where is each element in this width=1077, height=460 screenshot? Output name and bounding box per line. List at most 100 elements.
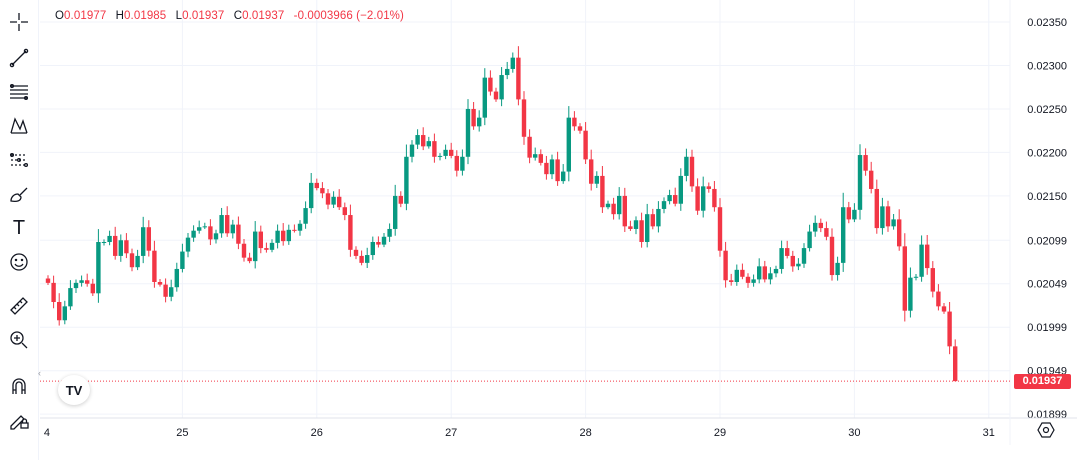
candle-down xyxy=(258,231,263,249)
candle-up xyxy=(96,242,101,294)
change-value: -0.0003966 (−2.01%) xyxy=(293,10,404,22)
candle-down xyxy=(527,136,532,158)
low-value: 0.01937 xyxy=(182,10,225,22)
y-tick-label: 0.02250 xyxy=(1027,104,1067,116)
candle-down xyxy=(947,311,952,347)
text-tool[interactable]: T xyxy=(5,214,33,242)
low-label: L xyxy=(175,10,183,22)
candle-down xyxy=(572,117,577,127)
candle-down xyxy=(163,284,168,297)
candle-up xyxy=(734,269,739,283)
candle-down xyxy=(863,155,868,171)
settings-icon[interactable] xyxy=(1037,421,1055,439)
candle-up xyxy=(852,209,857,220)
x-tick-label: 27 xyxy=(445,427,457,439)
candle-up xyxy=(510,57,515,69)
y-tick-label: 0.02150 xyxy=(1027,191,1067,203)
candle-up xyxy=(499,75,504,100)
candle-down xyxy=(673,195,678,204)
candle-down xyxy=(740,269,745,277)
candle-up xyxy=(118,240,123,256)
y-tick-label: 0.01899 xyxy=(1027,409,1067,421)
candle-down xyxy=(124,240,129,254)
candle-down xyxy=(790,255,795,267)
y-tick-label: 0.02300 xyxy=(1027,60,1067,72)
candle-down xyxy=(846,207,851,220)
candle-up xyxy=(303,208,308,224)
brush-tool[interactable] xyxy=(5,180,33,208)
fib-retracement-tool[interactable] xyxy=(5,78,33,106)
candle-up xyxy=(684,156,689,176)
emoji-tool[interactable] xyxy=(5,248,33,276)
candle-up xyxy=(370,242,375,256)
candle-down xyxy=(925,244,930,269)
candle-up xyxy=(79,280,84,283)
candle-down xyxy=(818,222,823,229)
candle-up xyxy=(387,228,392,237)
candle-up xyxy=(409,144,415,157)
candle-up xyxy=(286,229,291,242)
candle-up xyxy=(801,248,807,264)
candle-up xyxy=(751,279,756,283)
pattern-tool[interactable] xyxy=(5,112,33,140)
candle-down xyxy=(712,188,717,208)
candle-down xyxy=(292,229,297,231)
candle-up xyxy=(197,227,202,231)
candle-down xyxy=(600,175,605,208)
candle-down xyxy=(953,346,958,382)
candle-down xyxy=(337,196,342,208)
candle-down xyxy=(650,214,655,227)
candle-up xyxy=(443,149,448,156)
trend-line-tool[interactable] xyxy=(5,44,33,72)
x-tick-label: 4 xyxy=(44,427,50,439)
candle-up xyxy=(779,248,784,269)
x-tick-label: 25 xyxy=(176,427,188,439)
candle-down xyxy=(941,306,947,312)
ruler-tool[interactable] xyxy=(5,292,33,320)
candle-down xyxy=(762,266,767,280)
candle-down xyxy=(577,126,583,131)
magnet-tool[interactable] xyxy=(5,372,33,400)
candle-up xyxy=(919,244,924,277)
candle-down xyxy=(247,257,252,262)
candle-down xyxy=(325,193,331,205)
candle-down xyxy=(516,57,521,100)
trend-line-icon xyxy=(9,48,29,68)
candle-up xyxy=(62,306,67,321)
candle-up xyxy=(661,201,667,209)
candle-up xyxy=(68,288,73,307)
close-label: C xyxy=(233,10,243,22)
candle-down xyxy=(398,195,403,204)
collapse-toolbar-button[interactable]: ‹ xyxy=(38,368,41,378)
candle-down xyxy=(376,242,381,245)
candle-down xyxy=(874,188,879,229)
candle-up xyxy=(656,208,661,227)
crosshair-tool[interactable] xyxy=(5,8,33,36)
candle-down xyxy=(628,226,633,229)
candle-down xyxy=(589,159,594,184)
candle-down xyxy=(314,182,319,189)
candle-up xyxy=(566,117,571,172)
pattern-icon xyxy=(10,117,28,134)
candle-up xyxy=(202,226,207,228)
candle-down xyxy=(471,108,476,127)
candle-down xyxy=(113,235,118,256)
candle-down xyxy=(723,250,728,281)
candle-up xyxy=(275,230,280,243)
candle-down xyxy=(129,253,135,268)
candle-up xyxy=(605,203,611,208)
candle-down xyxy=(488,77,493,92)
candle-up xyxy=(477,117,482,127)
candle-up xyxy=(460,156,465,171)
candle-down xyxy=(897,219,902,247)
candle-up xyxy=(807,231,812,249)
candle-up xyxy=(297,223,303,231)
prediction-tool[interactable] xyxy=(5,146,33,174)
candle-down xyxy=(51,282,56,303)
tradingview-logo[interactable]: TV xyxy=(58,375,90,405)
lock-drawings-tool[interactable] xyxy=(5,406,33,434)
candle-down xyxy=(785,248,790,256)
y-tick-label: 0.02350 xyxy=(1027,17,1067,29)
zoom-in-tool[interactable] xyxy=(5,326,33,354)
